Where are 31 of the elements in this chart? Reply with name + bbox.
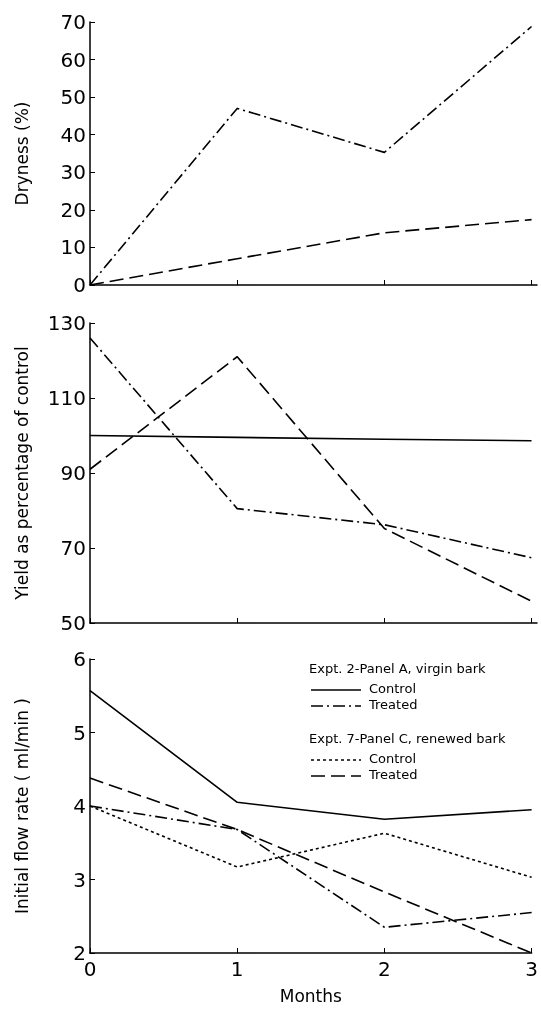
y-tick-label: 90 xyxy=(60,461,86,485)
y-tick-label: 6 xyxy=(73,647,86,671)
y-tick-label: 5 xyxy=(73,720,86,745)
x-tick-label: 2 xyxy=(378,957,391,981)
annotation: Expt. 7-Panel C, renewed bark xyxy=(309,731,506,746)
y-tick-label: 20 xyxy=(60,197,86,222)
y-tick-label: 130 xyxy=(47,311,86,335)
y-axis-title: Yield as percentage of control xyxy=(11,346,32,601)
y-axis-title: Initial flow rate ( ml/min ) xyxy=(11,698,32,914)
y-tick-label: 70 xyxy=(60,10,86,34)
y-tick-label: 50 xyxy=(60,611,86,635)
x-axis-title: Months xyxy=(279,985,343,1006)
y-tick-label: 3 xyxy=(73,867,86,892)
y-tick-label: 2 xyxy=(73,941,86,965)
y-tick-label: 10 xyxy=(60,235,86,260)
legend-label: Treated xyxy=(368,697,418,712)
y-tick-label: 4 xyxy=(73,794,86,818)
y-tick-label: 40 xyxy=(60,122,86,147)
y-tick-label: 50 xyxy=(60,85,86,110)
y-tick-label: 110 xyxy=(47,386,86,410)
legend-label: Treated xyxy=(368,767,418,782)
y-tick-label: 60 xyxy=(60,47,86,72)
y-tick-label: 30 xyxy=(60,160,86,185)
y-tick-label: 70 xyxy=(60,536,86,560)
legend-label: Control xyxy=(369,751,416,766)
legend-label: Control xyxy=(369,681,416,696)
x-tick-label: 3 xyxy=(525,957,538,981)
y-tick-label: 0 xyxy=(73,273,86,297)
annotation: Expt. 2-Panel A, virgin bark xyxy=(309,661,487,676)
x-tick-label: 1 xyxy=(230,957,244,981)
y-axis-title: Dryness (%) xyxy=(11,101,32,206)
